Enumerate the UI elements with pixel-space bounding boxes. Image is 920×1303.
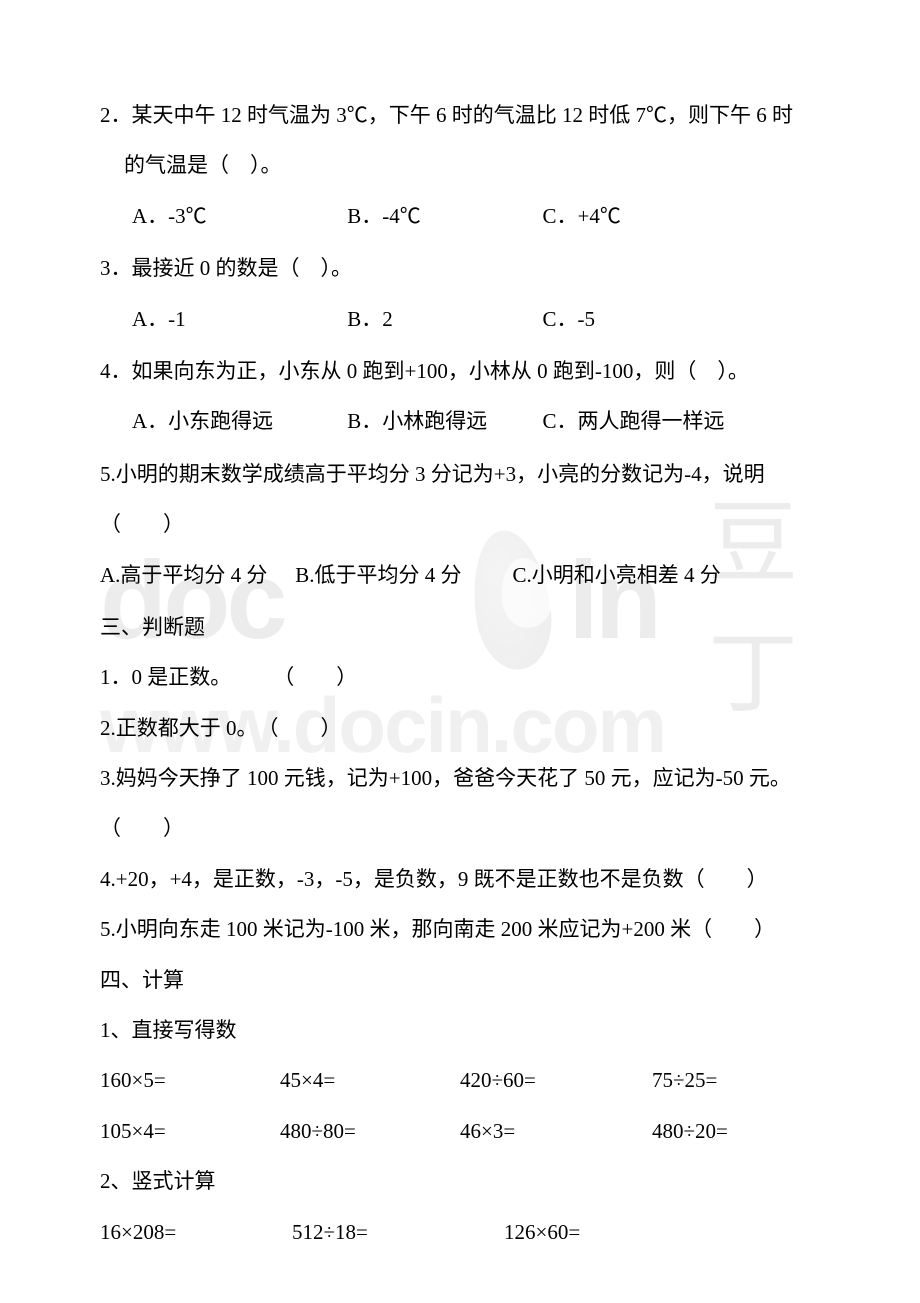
q3-text: 3．最接近 0 的数是（ ）。 (100, 243, 820, 293)
calc2-title: 2、竖式计算 (100, 1156, 820, 1206)
judge-3: 3.妈妈今天挣了 100 元钱，记为+100，爸爸今天花了 50 元，应记为-5… (100, 753, 820, 854)
q4-opt-c: C．两人跑得一样远 (543, 396, 725, 446)
document-content: 2．某天中午 12 时气温为 3℃，下午 6 时的气温比 12 时低 7℃，则下… (100, 90, 820, 1257)
q2-opt-b: B．-4℃ (347, 191, 537, 241)
q5-opt-c: C.小明和小亮相差 4 分 (513, 563, 721, 587)
q5-opt-a: A.高于平均分 4 分 (100, 550, 290, 600)
question-5: 5.小明的期末数学成绩高于平均分 3 分记为+3，小亮的分数记为-4，说明 （ … (100, 449, 820, 600)
q4-opt-a: A．小东跑得远 (132, 396, 342, 446)
section-3-title: 三、判断题 (100, 602, 820, 652)
q2-opt-a: A．-3℃ (132, 191, 342, 241)
question-2: 2．某天中午 12 时气温为 3℃，下午 6 时的气温比 12 时低 7℃，则下… (100, 90, 820, 241)
j3-cont: （ ） (100, 803, 820, 853)
q2-options: A．-3℃ B．-4℃ C．+4℃ (100, 191, 820, 241)
q4-opt-b: B．小林跑得远 (347, 396, 537, 446)
calc1-r2-d: 480÷20= (652, 1106, 728, 1156)
calc1-r2-b: 480÷80= (280, 1106, 460, 1156)
question-4: 4．如果向东为正，小东从 0 跑到+100，小林从 0 跑到-100，则（ ）。… (100, 346, 820, 447)
q5-options: A.高于平均分 4 分 B.低于平均分 4 分 C.小明和小亮相差 4 分 (100, 550, 820, 600)
q2-text: 2．某天中午 12 时气温为 3℃，下午 6 时的气温比 12 时低 7℃，则下… (100, 90, 820, 140)
q4-options: A．小东跑得远 B．小林跑得远 C．两人跑得一样远 (100, 396, 820, 446)
calc2-row1: 16×208= 512÷18= 126×60= (100, 1207, 820, 1257)
judge-1: 1．0 是正数。 （ ） (100, 652, 820, 702)
calc1-row1: 160×5= 45×4= 420÷60= 75÷25= (100, 1055, 820, 1105)
q3-opt-b: B．2 (347, 294, 537, 344)
calc2-r1-a: 16×208= (100, 1207, 292, 1257)
judge-5: 5.小明向东走 100 米记为-100 米，那向南走 200 米应记为+200 … (100, 904, 820, 954)
calc1-row2: 105×4= 480÷80= 46×3= 480÷20= (100, 1106, 820, 1156)
q5-text: 5.小明的期末数学成绩高于平均分 3 分记为+3，小亮的分数记为-4，说明 (100, 449, 820, 499)
calc1-r1-b: 45×4= (280, 1055, 460, 1105)
q2-cont: 的气温是（ ）。 (100, 140, 820, 190)
q3-options: A．-1 B．2 C．-5 (100, 294, 820, 344)
q5-cont: （ ） (100, 499, 820, 549)
judge-2: 2.正数都大于 0。 （ ） (100, 703, 820, 753)
calc1-r2-a: 105×4= (100, 1106, 280, 1156)
calc1-r1-a: 160×5= (100, 1055, 280, 1105)
section-4-title: 四、计算 (100, 955, 820, 1005)
calc1-title: 1、直接写得数 (100, 1005, 820, 1055)
judge-4: 4.+20，+4，是正数，-3，-5，是负数，9 既不是正数也不是负数（ ） (100, 854, 820, 904)
q3-opt-c: C．-5 (543, 294, 596, 344)
question-3: 3．最接近 0 的数是（ ）。 A．-1 B．2 C．-5 (100, 243, 820, 344)
q4-text: 4．如果向东为正，小东从 0 跑到+100，小林从 0 跑到-100，则（ ）。 (100, 346, 820, 396)
calc1-r1-c: 420÷60= (460, 1055, 652, 1105)
q5-opt-b: B.低于平均分 4 分 (295, 550, 507, 600)
calc1-r1-d: 75÷25= (652, 1055, 717, 1105)
calc2-r1-c: 126×60= (504, 1207, 580, 1257)
calc2-r1-b: 512÷18= (292, 1207, 504, 1257)
calc1-r2-c: 46×3= (460, 1106, 652, 1156)
q2-opt-c: C．+4℃ (543, 191, 621, 241)
q3-opt-a: A．-1 (132, 294, 342, 344)
j3-text: 3.妈妈今天挣了 100 元钱，记为+100，爸爸今天花了 50 元，应记为-5… (100, 753, 820, 803)
